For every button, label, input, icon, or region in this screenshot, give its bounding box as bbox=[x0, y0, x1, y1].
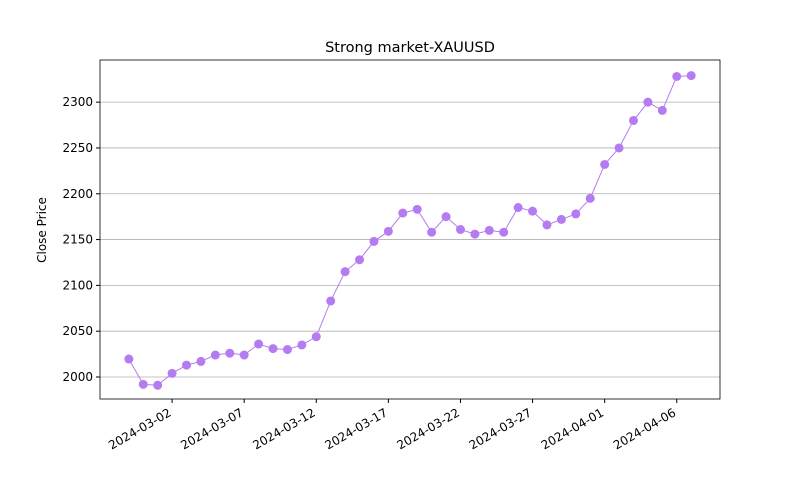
plot-frame bbox=[99, 59, 721, 400]
data-point bbox=[528, 206, 538, 216]
data-point bbox=[614, 143, 624, 153]
data-point bbox=[196, 356, 206, 366]
data-point bbox=[254, 339, 264, 349]
data-point bbox=[369, 236, 379, 246]
y-tick-label: 2250 bbox=[62, 141, 93, 155]
data-point bbox=[427, 227, 437, 237]
y-tick-label: 2100 bbox=[62, 278, 93, 292]
y-tick-label: 2050 bbox=[62, 324, 93, 338]
data-point bbox=[600, 159, 610, 169]
y-tick-label: 2150 bbox=[62, 233, 93, 247]
x-tick-label: 2024-03-22 bbox=[395, 405, 462, 452]
data-point bbox=[182, 360, 192, 370]
data-point bbox=[210, 350, 220, 360]
data-point bbox=[484, 225, 494, 235]
data-point bbox=[470, 229, 480, 239]
data-point bbox=[513, 203, 523, 213]
x-tick-label: 2024-04-06 bbox=[611, 405, 678, 452]
data-point bbox=[153, 380, 163, 390]
data-point bbox=[542, 220, 552, 230]
data-point bbox=[268, 344, 278, 354]
data-point bbox=[167, 368, 177, 378]
x-tick-label: 2024-03-12 bbox=[250, 405, 317, 452]
data-point bbox=[340, 267, 350, 277]
data-point bbox=[326, 296, 336, 306]
data-point bbox=[441, 212, 451, 222]
data-point bbox=[239, 350, 249, 360]
data-point bbox=[686, 71, 696, 81]
data-point bbox=[355, 255, 365, 265]
chart-title: Strong market-XAUUSD bbox=[325, 40, 495, 56]
data-point bbox=[585, 193, 595, 203]
data-point bbox=[556, 214, 566, 224]
data-point bbox=[412, 204, 422, 214]
y-tick-label: 2300 bbox=[62, 95, 93, 109]
series-line bbox=[128, 75, 692, 386]
data-point bbox=[499, 227, 509, 237]
data-point bbox=[571, 209, 581, 219]
x-tick-label: 2024-03-07 bbox=[178, 405, 245, 452]
x-tick-label: 2024-04-01 bbox=[539, 405, 606, 452]
data-point bbox=[138, 379, 148, 389]
data-point bbox=[225, 348, 235, 358]
data-point bbox=[672, 71, 682, 81]
y-axis-label: Close Price bbox=[35, 197, 49, 263]
data-point bbox=[282, 345, 292, 355]
x-tick-label: 2024-03-17 bbox=[322, 405, 389, 452]
x-tick-label: 2024-03-27 bbox=[467, 405, 534, 452]
x-tick-label: 2024-03-02 bbox=[106, 405, 173, 452]
data-point bbox=[124, 354, 134, 364]
data-point bbox=[398, 208, 408, 218]
data-point bbox=[657, 105, 667, 115]
data-point bbox=[383, 226, 393, 236]
y-tick-label: 2000 bbox=[62, 370, 93, 384]
data-point bbox=[643, 97, 653, 107]
data-point bbox=[311, 332, 321, 342]
data-point bbox=[297, 340, 307, 350]
data-point bbox=[628, 115, 638, 125]
y-tick-label: 2200 bbox=[62, 187, 93, 201]
data-point bbox=[455, 225, 465, 234]
